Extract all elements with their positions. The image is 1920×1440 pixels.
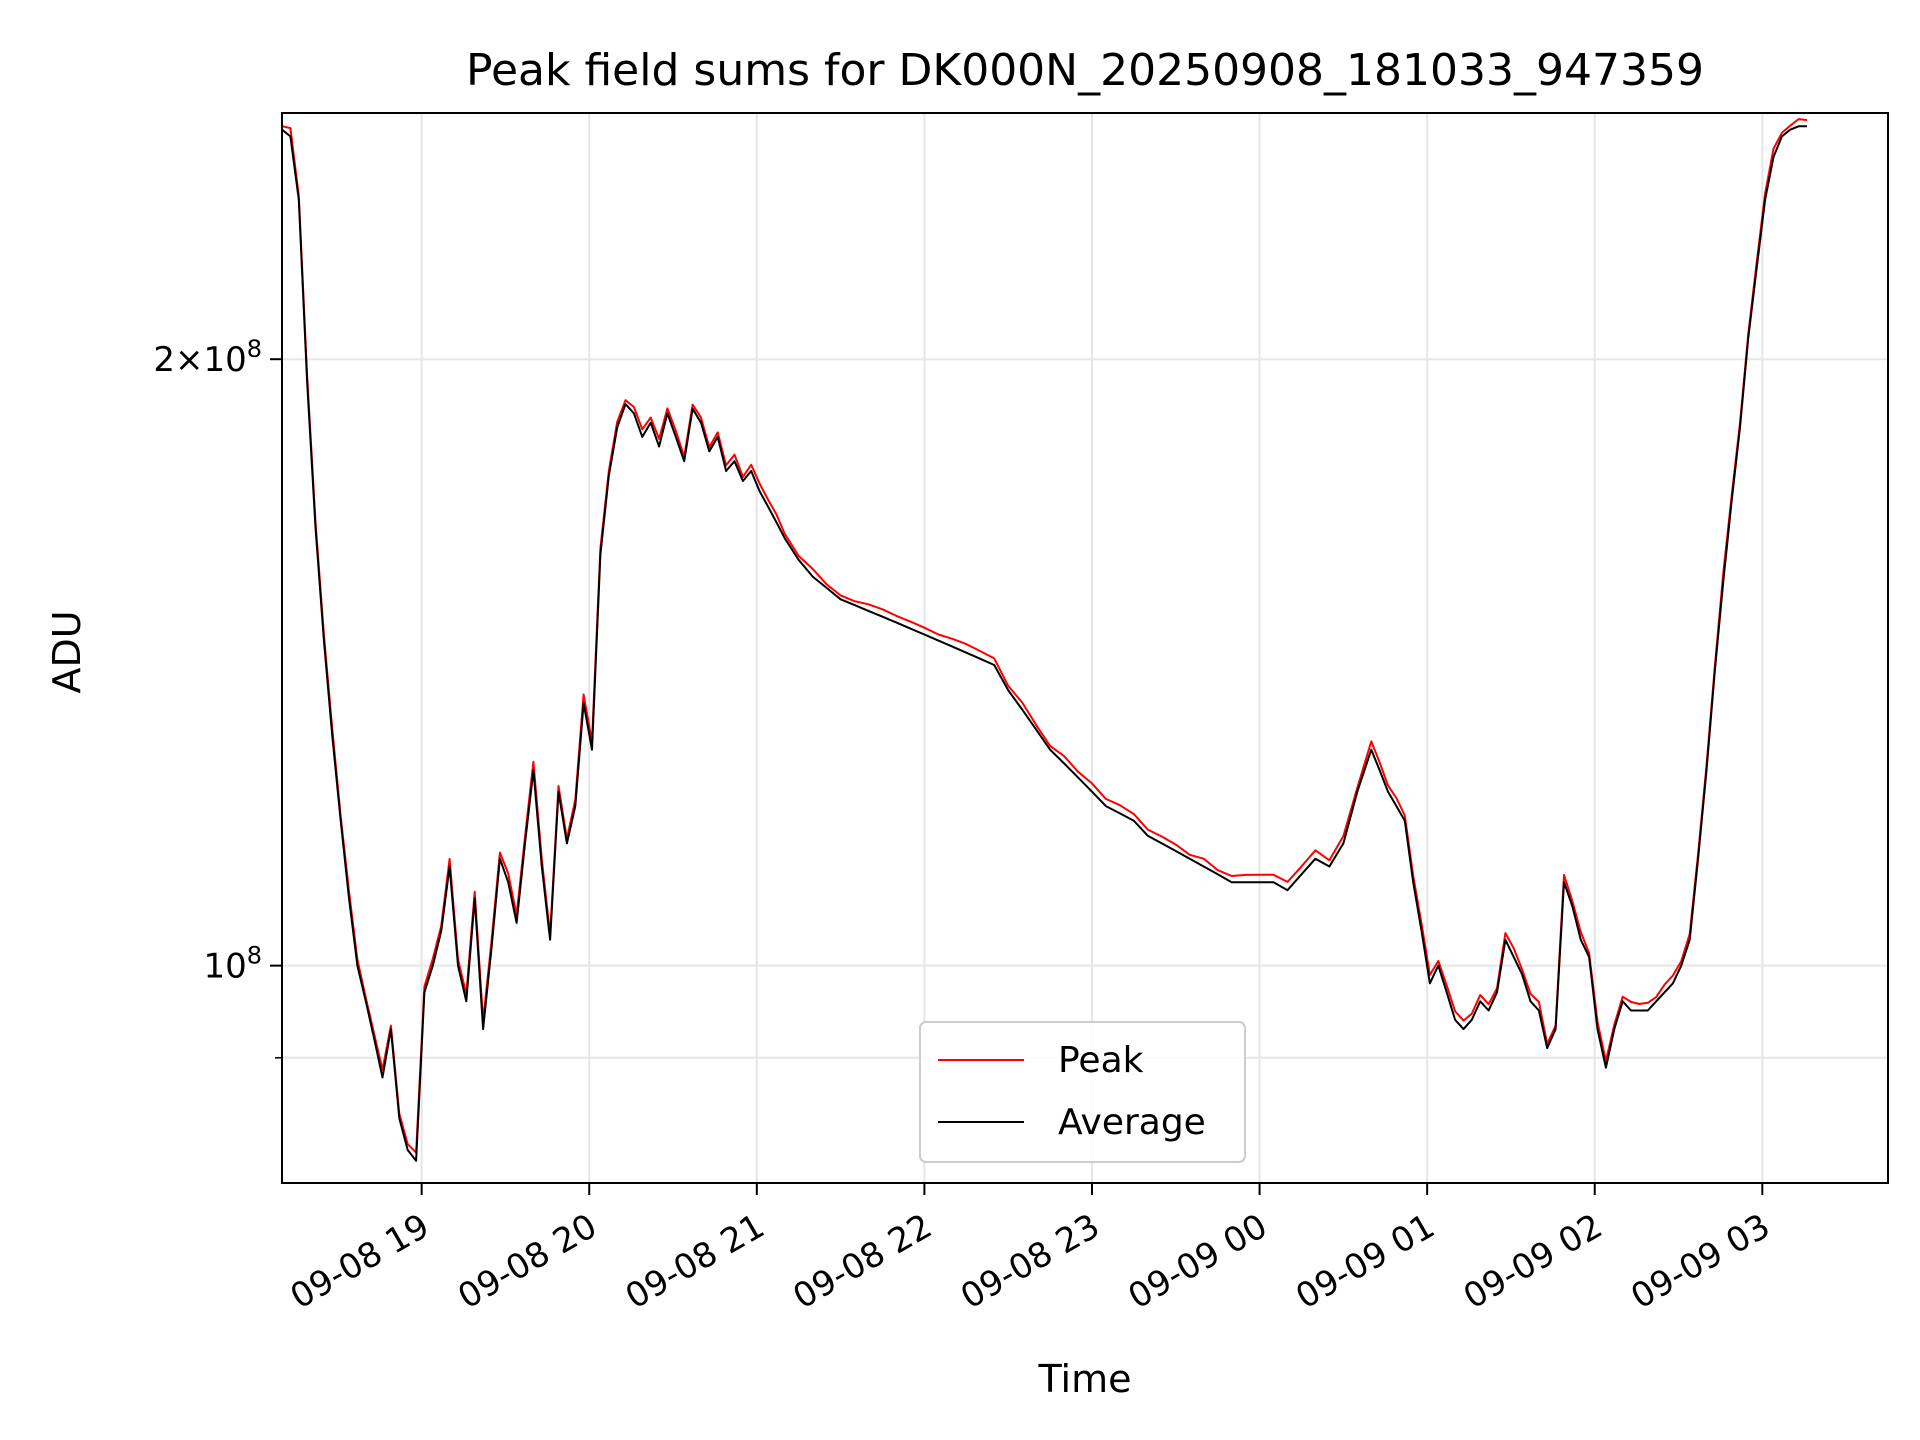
- peak-series-line: [281, 118, 1808, 1154]
- legend-box: [919, 1021, 1246, 1163]
- chart-title: Peak field sums for DK000N_20250908_1810…: [466, 45, 1704, 96]
- x-tick-label: 09-08 20: [451, 1206, 603, 1317]
- series-lines: [281, 118, 1808, 1162]
- grid: [282, 113, 1888, 1183]
- legend: Peak Average: [919, 1021, 1246, 1163]
- x-tick-label: 09-09 00: [1122, 1206, 1274, 1317]
- y-axis-label: ADU: [45, 610, 89, 693]
- x-tick-label: 09-09 01: [1289, 1206, 1441, 1317]
- x-axis-label: Time: [1038, 1357, 1132, 1401]
- x-tick-label: 09-08 22: [787, 1206, 939, 1317]
- x-tick-label: 09-08 23: [954, 1206, 1106, 1317]
- x-tick-label: 09-09 02: [1457, 1206, 1609, 1317]
- average-series-line: [281, 125, 1807, 1162]
- axis-ticks: 09-08 19 09-08 20 09-08 21 09-08 22 09-08 23…: [153, 335, 1776, 1317]
- legend-label-peak: Peak: [1058, 1040, 1144, 1081]
- plot-frame: [281, 112, 1889, 1184]
- y-tick-label: 2×108: [153, 335, 262, 380]
- y-tick-label: 108: [203, 942, 262, 987]
- x-tick-label: 09-08 21: [619, 1206, 771, 1317]
- x-tick-label: 09-08 19: [284, 1206, 436, 1317]
- x-tick-label: 09-09 03: [1624, 1206, 1776, 1317]
- legend-label-average: Average: [1058, 1102, 1206, 1143]
